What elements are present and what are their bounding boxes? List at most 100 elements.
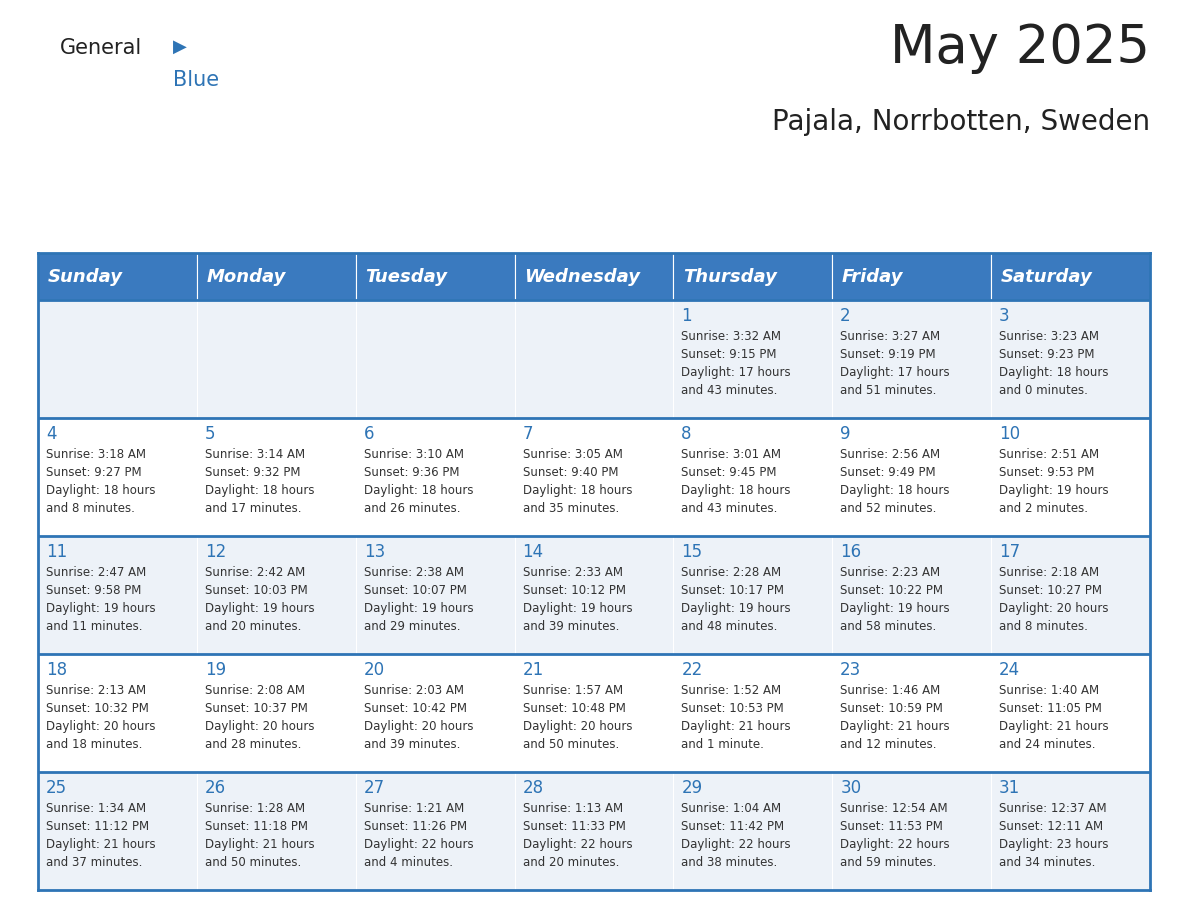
Text: 3: 3 <box>999 307 1010 325</box>
Bar <box>674 772 833 890</box>
Text: 25: 25 <box>46 779 67 797</box>
Text: Sunrise: 2:28 AM
Sunset: 10:17 PM
Daylight: 19 hours
and 48 minutes.: Sunrise: 2:28 AM Sunset: 10:17 PM Daylig… <box>682 566 791 633</box>
Text: 31: 31 <box>999 779 1020 797</box>
Text: Sunrise: 2:42 AM
Sunset: 10:03 PM
Daylight: 19 hours
and 20 minutes.: Sunrise: 2:42 AM Sunset: 10:03 PM Daylig… <box>204 566 315 633</box>
Bar <box>991 772 1150 890</box>
Text: Sunrise: 12:54 AM
Sunset: 11:53 PM
Daylight: 22 hours
and 59 minutes.: Sunrise: 12:54 AM Sunset: 11:53 PM Dayli… <box>840 802 950 869</box>
Text: 14: 14 <box>523 543 544 561</box>
Bar <box>514 772 674 890</box>
Text: Sunrise: 1:21 AM
Sunset: 11:26 PM
Daylight: 22 hours
and 4 minutes.: Sunrise: 1:21 AM Sunset: 11:26 PM Daylig… <box>364 802 473 869</box>
Text: Sunrise: 3:23 AM
Sunset: 9:23 PM
Daylight: 18 hours
and 0 minutes.: Sunrise: 3:23 AM Sunset: 9:23 PM Dayligh… <box>999 330 1108 397</box>
Text: 9: 9 <box>840 425 851 443</box>
Bar <box>38 418 197 536</box>
Bar <box>38 772 197 890</box>
Text: 19: 19 <box>204 661 226 679</box>
Text: 7: 7 <box>523 425 533 443</box>
Bar <box>833 300 991 418</box>
Bar <box>197 654 355 772</box>
Text: Sunrise: 1:13 AM
Sunset: 11:33 PM
Daylight: 22 hours
and 20 minutes.: Sunrise: 1:13 AM Sunset: 11:33 PM Daylig… <box>523 802 632 869</box>
Text: Sunrise: 2:51 AM
Sunset: 9:53 PM
Daylight: 19 hours
and 2 minutes.: Sunrise: 2:51 AM Sunset: 9:53 PM Dayligh… <box>999 448 1108 515</box>
Text: 27: 27 <box>364 779 385 797</box>
Bar <box>355 300 514 418</box>
Text: 11: 11 <box>46 543 68 561</box>
Text: Sunrise: 2:56 AM
Sunset: 9:49 PM
Daylight: 18 hours
and 52 minutes.: Sunrise: 2:56 AM Sunset: 9:49 PM Dayligh… <box>840 448 949 515</box>
Bar <box>674 536 833 654</box>
Text: Friday: Friday <box>842 267 903 285</box>
Text: 6: 6 <box>364 425 374 443</box>
Text: Sunrise: 12:37 AM
Sunset: 12:11 AM
Daylight: 23 hours
and 34 minutes.: Sunrise: 12:37 AM Sunset: 12:11 AM Dayli… <box>999 802 1108 869</box>
Bar <box>197 418 355 536</box>
Bar <box>38 536 197 654</box>
Bar <box>197 300 355 418</box>
Text: Sunrise: 3:18 AM
Sunset: 9:27 PM
Daylight: 18 hours
and 8 minutes.: Sunrise: 3:18 AM Sunset: 9:27 PM Dayligh… <box>46 448 156 515</box>
Bar <box>991 253 1150 300</box>
Bar <box>833 253 991 300</box>
Bar <box>355 772 514 890</box>
Text: 22: 22 <box>682 661 702 679</box>
Text: Sunrise: 1:57 AM
Sunset: 10:48 PM
Daylight: 20 hours
and 50 minutes.: Sunrise: 1:57 AM Sunset: 10:48 PM Daylig… <box>523 684 632 751</box>
Text: 26: 26 <box>204 779 226 797</box>
Text: Thursday: Thursday <box>683 267 777 285</box>
Text: Sunrise: 2:33 AM
Sunset: 10:12 PM
Daylight: 19 hours
and 39 minutes.: Sunrise: 2:33 AM Sunset: 10:12 PM Daylig… <box>523 566 632 633</box>
Text: 15: 15 <box>682 543 702 561</box>
Text: Sunrise: 1:28 AM
Sunset: 11:18 PM
Daylight: 21 hours
and 50 minutes.: Sunrise: 1:28 AM Sunset: 11:18 PM Daylig… <box>204 802 315 869</box>
Text: 24: 24 <box>999 661 1020 679</box>
Bar <box>355 418 514 536</box>
Text: 23: 23 <box>840 661 861 679</box>
Bar <box>514 536 674 654</box>
Bar <box>674 300 833 418</box>
Text: Sunrise: 3:27 AM
Sunset: 9:19 PM
Daylight: 17 hours
and 51 minutes.: Sunrise: 3:27 AM Sunset: 9:19 PM Dayligh… <box>840 330 950 397</box>
Text: Sunrise: 3:01 AM
Sunset: 9:45 PM
Daylight: 18 hours
and 43 minutes.: Sunrise: 3:01 AM Sunset: 9:45 PM Dayligh… <box>682 448 791 515</box>
Text: May 2025: May 2025 <box>890 22 1150 74</box>
Bar <box>674 253 833 300</box>
Text: 21: 21 <box>523 661 544 679</box>
Text: Saturday: Saturday <box>1000 267 1093 285</box>
Text: Sunrise: 1:04 AM
Sunset: 11:42 PM
Daylight: 22 hours
and 38 minutes.: Sunrise: 1:04 AM Sunset: 11:42 PM Daylig… <box>682 802 791 869</box>
Text: Sunrise: 3:05 AM
Sunset: 9:40 PM
Daylight: 18 hours
and 35 minutes.: Sunrise: 3:05 AM Sunset: 9:40 PM Dayligh… <box>523 448 632 515</box>
Text: 16: 16 <box>840 543 861 561</box>
Text: Sunrise: 2:03 AM
Sunset: 10:42 PM
Daylight: 20 hours
and 39 minutes.: Sunrise: 2:03 AM Sunset: 10:42 PM Daylig… <box>364 684 473 751</box>
Text: 28: 28 <box>523 779 544 797</box>
Bar <box>38 253 197 300</box>
Bar <box>514 300 674 418</box>
Text: Sunrise: 2:23 AM
Sunset: 10:22 PM
Daylight: 19 hours
and 58 minutes.: Sunrise: 2:23 AM Sunset: 10:22 PM Daylig… <box>840 566 950 633</box>
Bar <box>514 654 674 772</box>
Text: 4: 4 <box>46 425 57 443</box>
Text: Sunrise: 3:10 AM
Sunset: 9:36 PM
Daylight: 18 hours
and 26 minutes.: Sunrise: 3:10 AM Sunset: 9:36 PM Dayligh… <box>364 448 473 515</box>
Text: ▶: ▶ <box>173 38 187 56</box>
Text: 8: 8 <box>682 425 691 443</box>
Bar <box>197 536 355 654</box>
Bar <box>833 772 991 890</box>
Text: Tuesday: Tuesday <box>365 267 447 285</box>
Text: General: General <box>61 38 143 58</box>
Text: Sunrise: 1:52 AM
Sunset: 10:53 PM
Daylight: 21 hours
and 1 minute.: Sunrise: 1:52 AM Sunset: 10:53 PM Daylig… <box>682 684 791 751</box>
Bar <box>674 654 833 772</box>
Bar <box>833 418 991 536</box>
Text: 12: 12 <box>204 543 226 561</box>
Text: Monday: Monday <box>207 267 286 285</box>
Bar <box>991 536 1150 654</box>
Bar <box>674 418 833 536</box>
Bar <box>833 536 991 654</box>
Text: Sunrise: 1:46 AM
Sunset: 10:59 PM
Daylight: 21 hours
and 12 minutes.: Sunrise: 1:46 AM Sunset: 10:59 PM Daylig… <box>840 684 950 751</box>
Text: Sunrise: 2:47 AM
Sunset: 9:58 PM
Daylight: 19 hours
and 11 minutes.: Sunrise: 2:47 AM Sunset: 9:58 PM Dayligh… <box>46 566 156 633</box>
Text: Sunrise: 2:38 AM
Sunset: 10:07 PM
Daylight: 19 hours
and 29 minutes.: Sunrise: 2:38 AM Sunset: 10:07 PM Daylig… <box>364 566 473 633</box>
Text: Pajala, Norrbotten, Sweden: Pajala, Norrbotten, Sweden <box>772 108 1150 136</box>
Text: 30: 30 <box>840 779 861 797</box>
Text: Sunrise: 2:08 AM
Sunset: 10:37 PM
Daylight: 20 hours
and 28 minutes.: Sunrise: 2:08 AM Sunset: 10:37 PM Daylig… <box>204 684 315 751</box>
Bar <box>197 772 355 890</box>
Text: Sunrise: 3:14 AM
Sunset: 9:32 PM
Daylight: 18 hours
and 17 minutes.: Sunrise: 3:14 AM Sunset: 9:32 PM Dayligh… <box>204 448 315 515</box>
Bar <box>355 253 514 300</box>
Bar <box>355 654 514 772</box>
Text: Sunrise: 1:34 AM
Sunset: 11:12 PM
Daylight: 21 hours
and 37 minutes.: Sunrise: 1:34 AM Sunset: 11:12 PM Daylig… <box>46 802 156 869</box>
Text: 1: 1 <box>682 307 691 325</box>
Bar <box>38 300 197 418</box>
Text: 10: 10 <box>999 425 1020 443</box>
Text: Sunrise: 3:32 AM
Sunset: 9:15 PM
Daylight: 17 hours
and 43 minutes.: Sunrise: 3:32 AM Sunset: 9:15 PM Dayligh… <box>682 330 791 397</box>
Text: 18: 18 <box>46 661 67 679</box>
Bar <box>991 300 1150 418</box>
Text: 13: 13 <box>364 543 385 561</box>
Text: Wednesday: Wednesday <box>524 267 640 285</box>
Text: 2: 2 <box>840 307 851 325</box>
Text: Sunrise: 2:13 AM
Sunset: 10:32 PM
Daylight: 20 hours
and 18 minutes.: Sunrise: 2:13 AM Sunset: 10:32 PM Daylig… <box>46 684 156 751</box>
